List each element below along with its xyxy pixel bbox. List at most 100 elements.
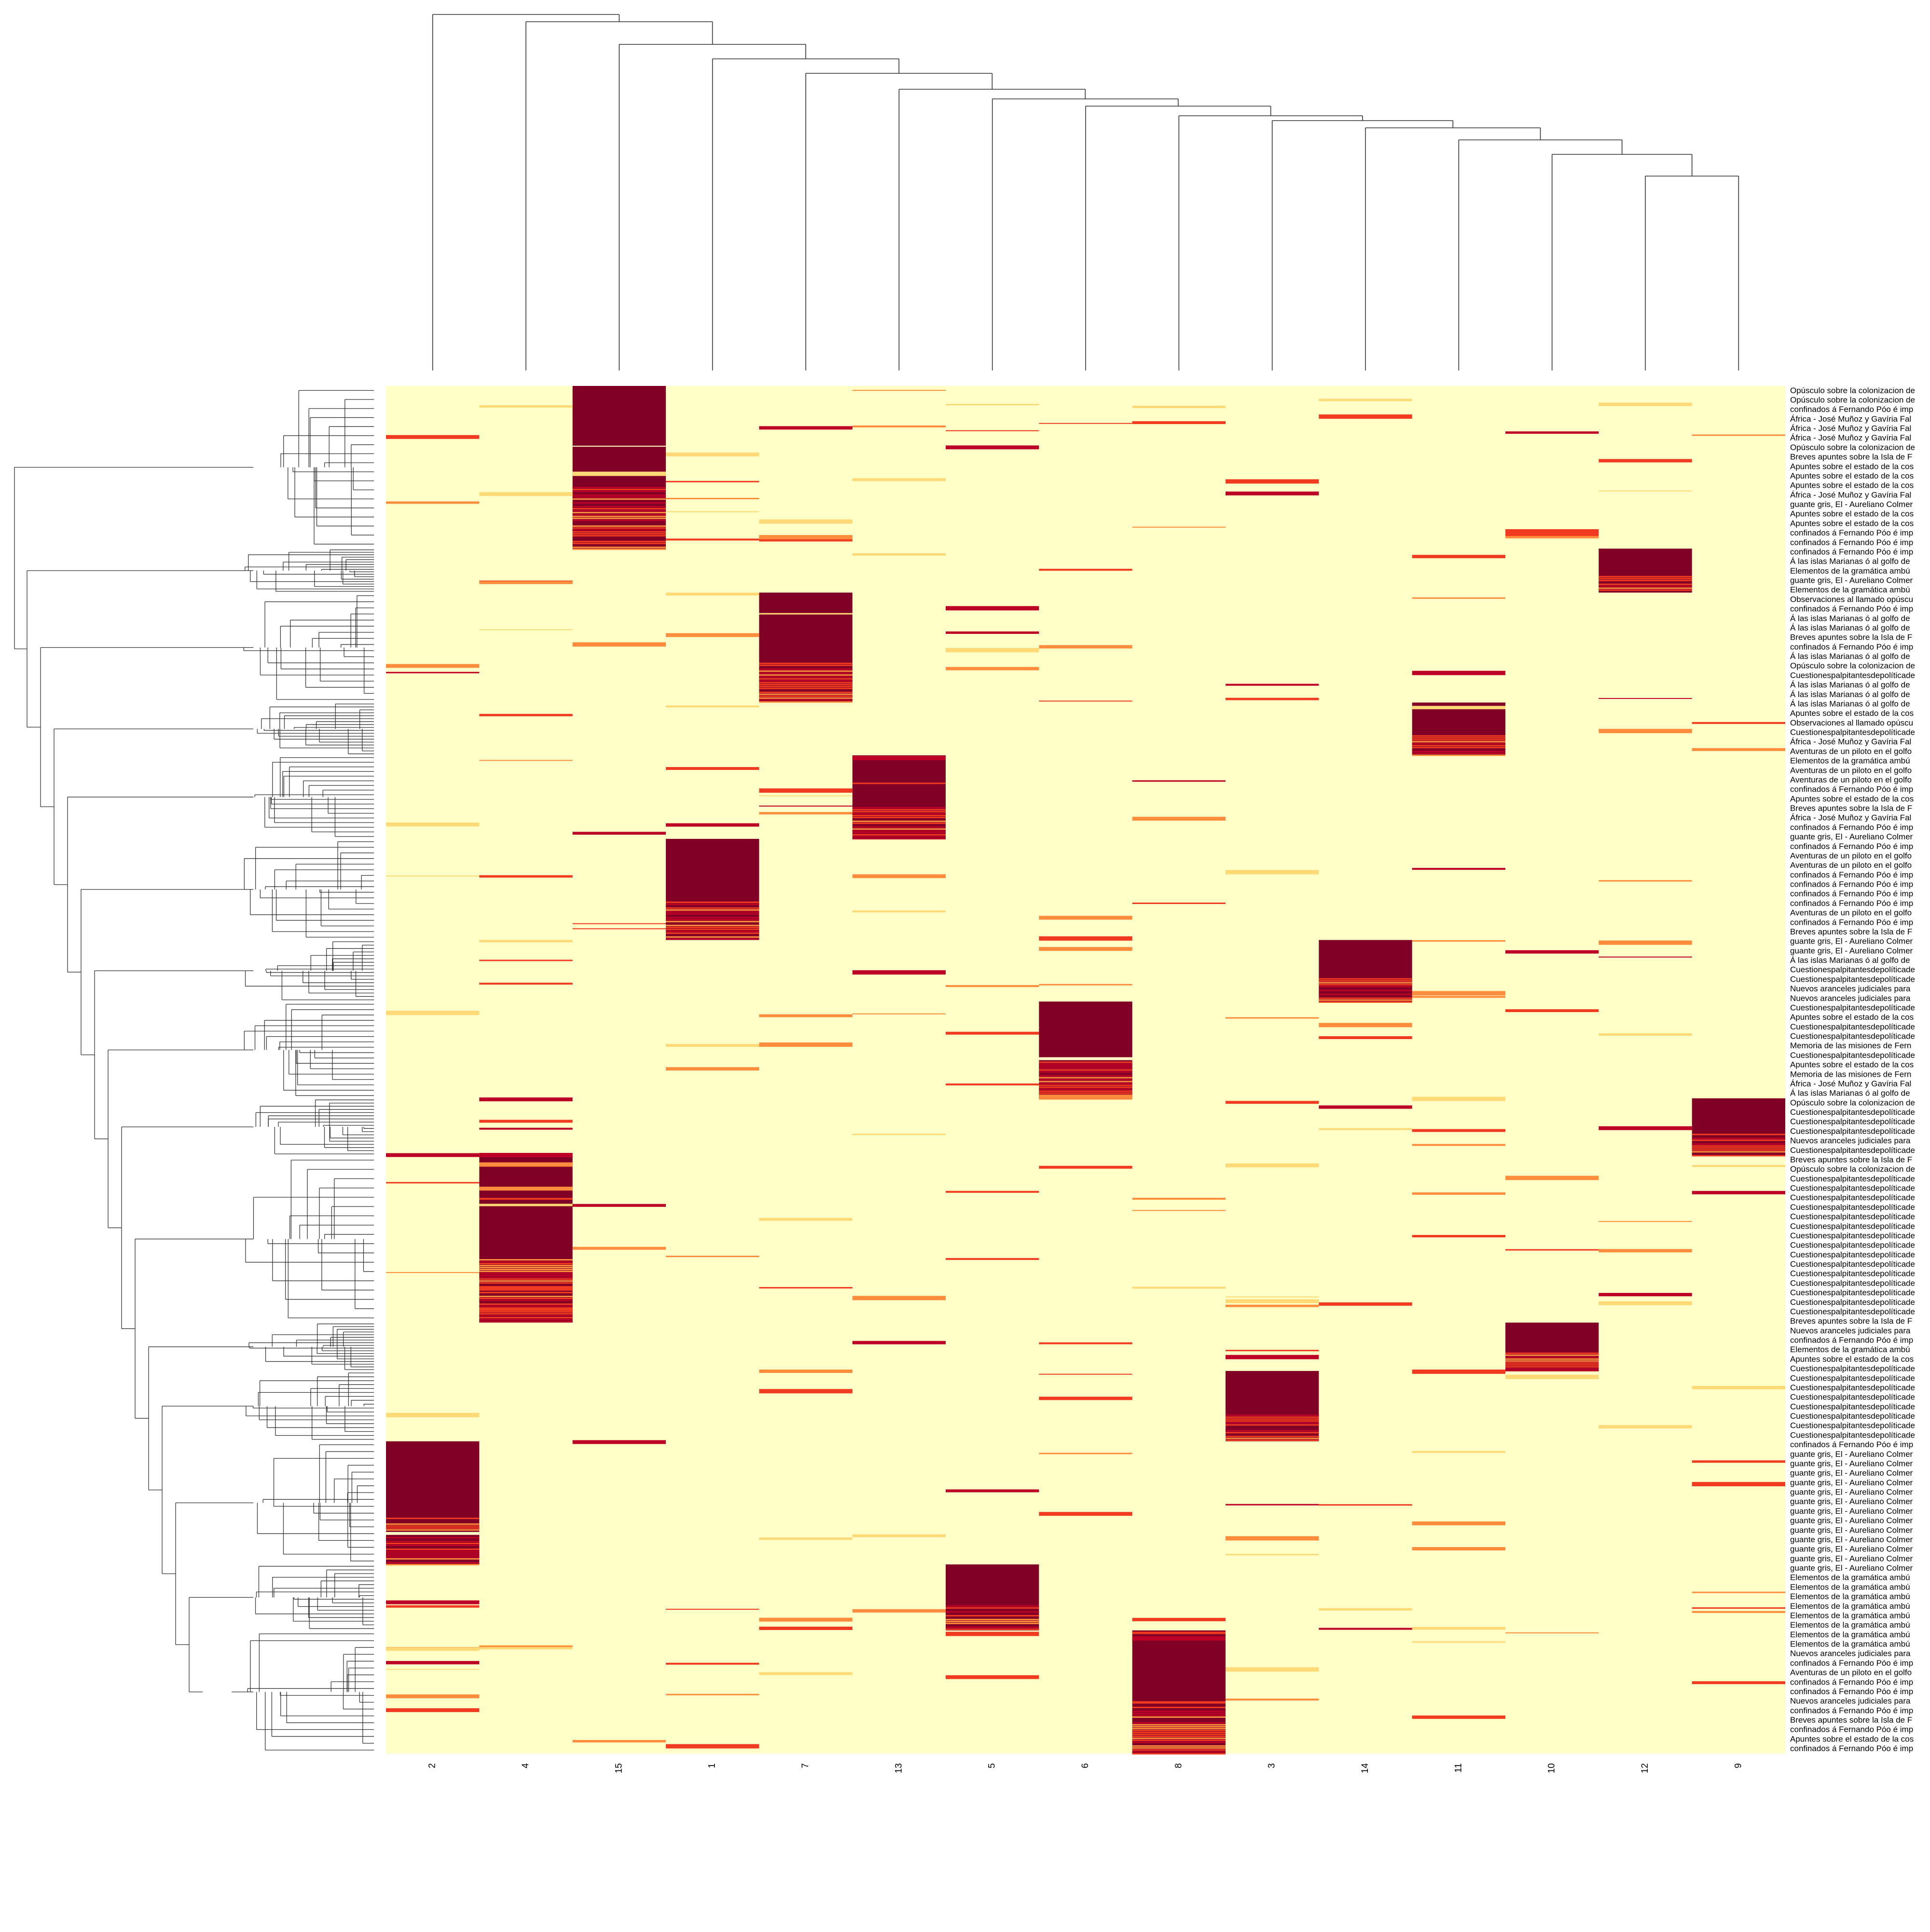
row-label: Apuntes sobre el estado de la cos xyxy=(1790,471,1914,480)
heatmap-cell xyxy=(759,1042,853,1047)
heatmap-cell xyxy=(759,701,853,703)
heatmap-cell xyxy=(759,670,853,672)
heatmap-cell xyxy=(852,838,946,840)
heatmap-cell xyxy=(479,1321,573,1323)
heatmap-cells xyxy=(386,386,1785,1755)
heatmap-cell xyxy=(1226,1414,1319,1416)
heatmap-cell xyxy=(386,1708,480,1713)
heatmap-cell xyxy=(479,1296,573,1298)
row-dendrogram xyxy=(14,390,374,1751)
heatmap-cell xyxy=(852,821,946,822)
row-label: Elementos de la gramática ambú xyxy=(1790,1620,1910,1630)
heatmap-cell xyxy=(1039,700,1132,702)
heatmap-cell xyxy=(1039,1067,1132,1069)
column-label: 9 xyxy=(1733,1763,1743,1768)
row-label: Cuestionespalpitantesdepolíticade xyxy=(1790,1231,1915,1240)
row-label: guante gris, El - Aureliano Colmer xyxy=(1790,1478,1913,1487)
heatmap-cell xyxy=(1226,1101,1319,1104)
heatmap-cell xyxy=(572,541,666,543)
heatmap-cell xyxy=(852,828,946,830)
row-label: Nuevos aranceles judiciales para xyxy=(1790,1136,1911,1145)
heatmap-cell xyxy=(1132,1716,1226,1718)
heatmap-cell xyxy=(386,1554,480,1556)
row-labels: Opúsculo sobre la colonizacion deOpúscul… xyxy=(1790,386,1915,1753)
heatmap-cell xyxy=(852,1134,946,1136)
heatmap-cell xyxy=(946,1611,1039,1613)
heatmap-cell xyxy=(386,822,480,827)
heatmap-cell xyxy=(1039,1088,1132,1090)
heatmap-cell xyxy=(852,390,946,391)
row-label: Cuestionespalpitantesdepolíticade xyxy=(1790,1174,1915,1183)
heatmap-cell xyxy=(1039,1397,1132,1400)
heatmap-cell xyxy=(1412,1547,1505,1551)
heatmap-cell xyxy=(666,1694,759,1696)
row-label: confinados á Fernando Póo é imp xyxy=(1790,642,1913,651)
heatmap-cell xyxy=(1412,1602,1505,1603)
heatmap-cell xyxy=(666,538,759,541)
heatmap-cell xyxy=(759,668,853,670)
heatmap-cell xyxy=(946,1631,1039,1636)
row-label: Cuestionespalpitantesdepolíticade xyxy=(1790,1221,1915,1231)
heatmap-cell xyxy=(666,633,759,637)
heatmap-cell xyxy=(666,901,759,903)
heatmap-cell xyxy=(666,497,759,499)
heatmap-cell xyxy=(386,1647,480,1651)
row-label: Cuestionespalpitantesdepolíticade xyxy=(1790,1146,1915,1155)
heatmap-cell xyxy=(1039,1077,1132,1079)
heatmap-cell xyxy=(666,705,759,708)
heatmap-cell xyxy=(852,836,946,838)
heatmap-cell xyxy=(666,913,759,915)
heatmap-cell xyxy=(479,1274,573,1276)
heatmap-cell xyxy=(1319,1036,1412,1040)
heatmap-cell xyxy=(479,1273,573,1274)
heatmap-cell xyxy=(572,1204,666,1207)
row-label: Aventuras de un piloto en el golfo xyxy=(1790,766,1912,775)
row-label: Cuestionespalpitantesdepolíticade xyxy=(1790,1250,1915,1259)
heatmap-cell xyxy=(1226,1504,1319,1506)
heatmap-cell xyxy=(666,1744,759,1749)
column-label: 2 xyxy=(427,1763,438,1768)
row-label: Elementos de la gramática ambú xyxy=(1790,1345,1910,1354)
column-label: 6 xyxy=(1080,1763,1090,1768)
row-label: confinados á Fernando Póo é imp xyxy=(1790,1725,1913,1734)
heatmap-cell xyxy=(946,631,1039,634)
heatmap-cell xyxy=(1039,1095,1132,1098)
heatmap-cell xyxy=(852,1296,946,1301)
row-label: confinados á Fernando Póo é imp xyxy=(1790,1440,1913,1449)
row-label: Breves apuntes sobre la Isla de F xyxy=(1790,452,1912,462)
row-label: Cuestionespalpitantesdepolíticade xyxy=(1790,1402,1915,1411)
heatmap-cell xyxy=(852,1341,946,1344)
heatmap-cell xyxy=(666,767,759,770)
heatmap-cell xyxy=(1132,1734,1226,1736)
heatmap-cell xyxy=(1412,1407,1505,1410)
row-label: Cuestionespalpitantesdepolíticade xyxy=(1790,1193,1915,1202)
heatmap-cell xyxy=(1039,916,1132,920)
row-label: Apuntes sobre el estado de la cos xyxy=(1790,509,1914,519)
heatmap-cell xyxy=(1692,1165,1785,1167)
row-label: Cuestionespalpitantesdepolíticade xyxy=(1790,671,1915,680)
heatmap-cell xyxy=(1039,947,1132,950)
heatmap-cell xyxy=(1132,1730,1226,1732)
heatmap-cell xyxy=(572,491,666,493)
row-label: Memoria de las misiones de Fern xyxy=(1790,1041,1911,1050)
heatmap-cell xyxy=(852,910,946,913)
heatmap-cell xyxy=(666,920,759,922)
heatmap-cell xyxy=(1226,1667,1319,1672)
row-label: Aventuras de un piloto en el golfo xyxy=(1790,1668,1912,1677)
row-label: guante gris, El - Aureliano Colmer xyxy=(1790,1554,1913,1563)
row-label: Cuestionespalpitantesdepolíticade xyxy=(1790,1108,1915,1117)
heatmap-cell xyxy=(479,959,573,961)
heatmap-cell xyxy=(852,813,946,815)
heatmap-cell xyxy=(946,1628,1039,1630)
heatmap-cell xyxy=(1412,585,1505,589)
heatmap-cell xyxy=(1412,706,1505,710)
heatmap-cell xyxy=(1226,1439,1319,1441)
heatmap-cell xyxy=(386,1541,480,1543)
row-label: Apuntes sobre el estado de la cos xyxy=(1790,1355,1914,1364)
heatmap-cell xyxy=(1132,1617,1226,1621)
heatmap-cell xyxy=(946,667,1039,671)
heatmap-cell xyxy=(1319,980,1412,982)
heatmap-cell xyxy=(852,874,946,878)
row-label: Apuntes sobre el estado de la cos xyxy=(1790,709,1914,718)
heatmap-cell xyxy=(1505,1362,1599,1364)
